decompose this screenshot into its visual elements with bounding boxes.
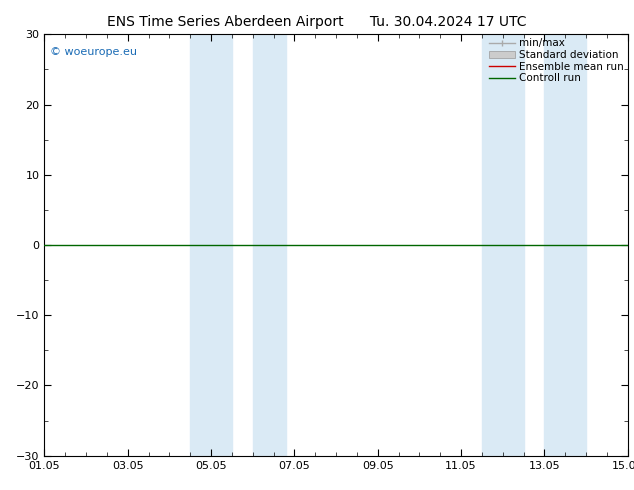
Text: © woeurope.eu: © woeurope.eu <box>50 47 137 57</box>
Bar <box>482 34 524 456</box>
Legend: min/max, Standard deviation, Ensemble mean run, Controll run: min/max, Standard deviation, Ensemble me… <box>486 36 626 85</box>
Bar <box>253 34 286 456</box>
Bar <box>190 34 232 456</box>
Text: ENS Time Series Aberdeen Airport      Tu. 30.04.2024 17 UTC: ENS Time Series Aberdeen Airport Tu. 30.… <box>107 15 527 29</box>
Bar <box>545 34 586 456</box>
